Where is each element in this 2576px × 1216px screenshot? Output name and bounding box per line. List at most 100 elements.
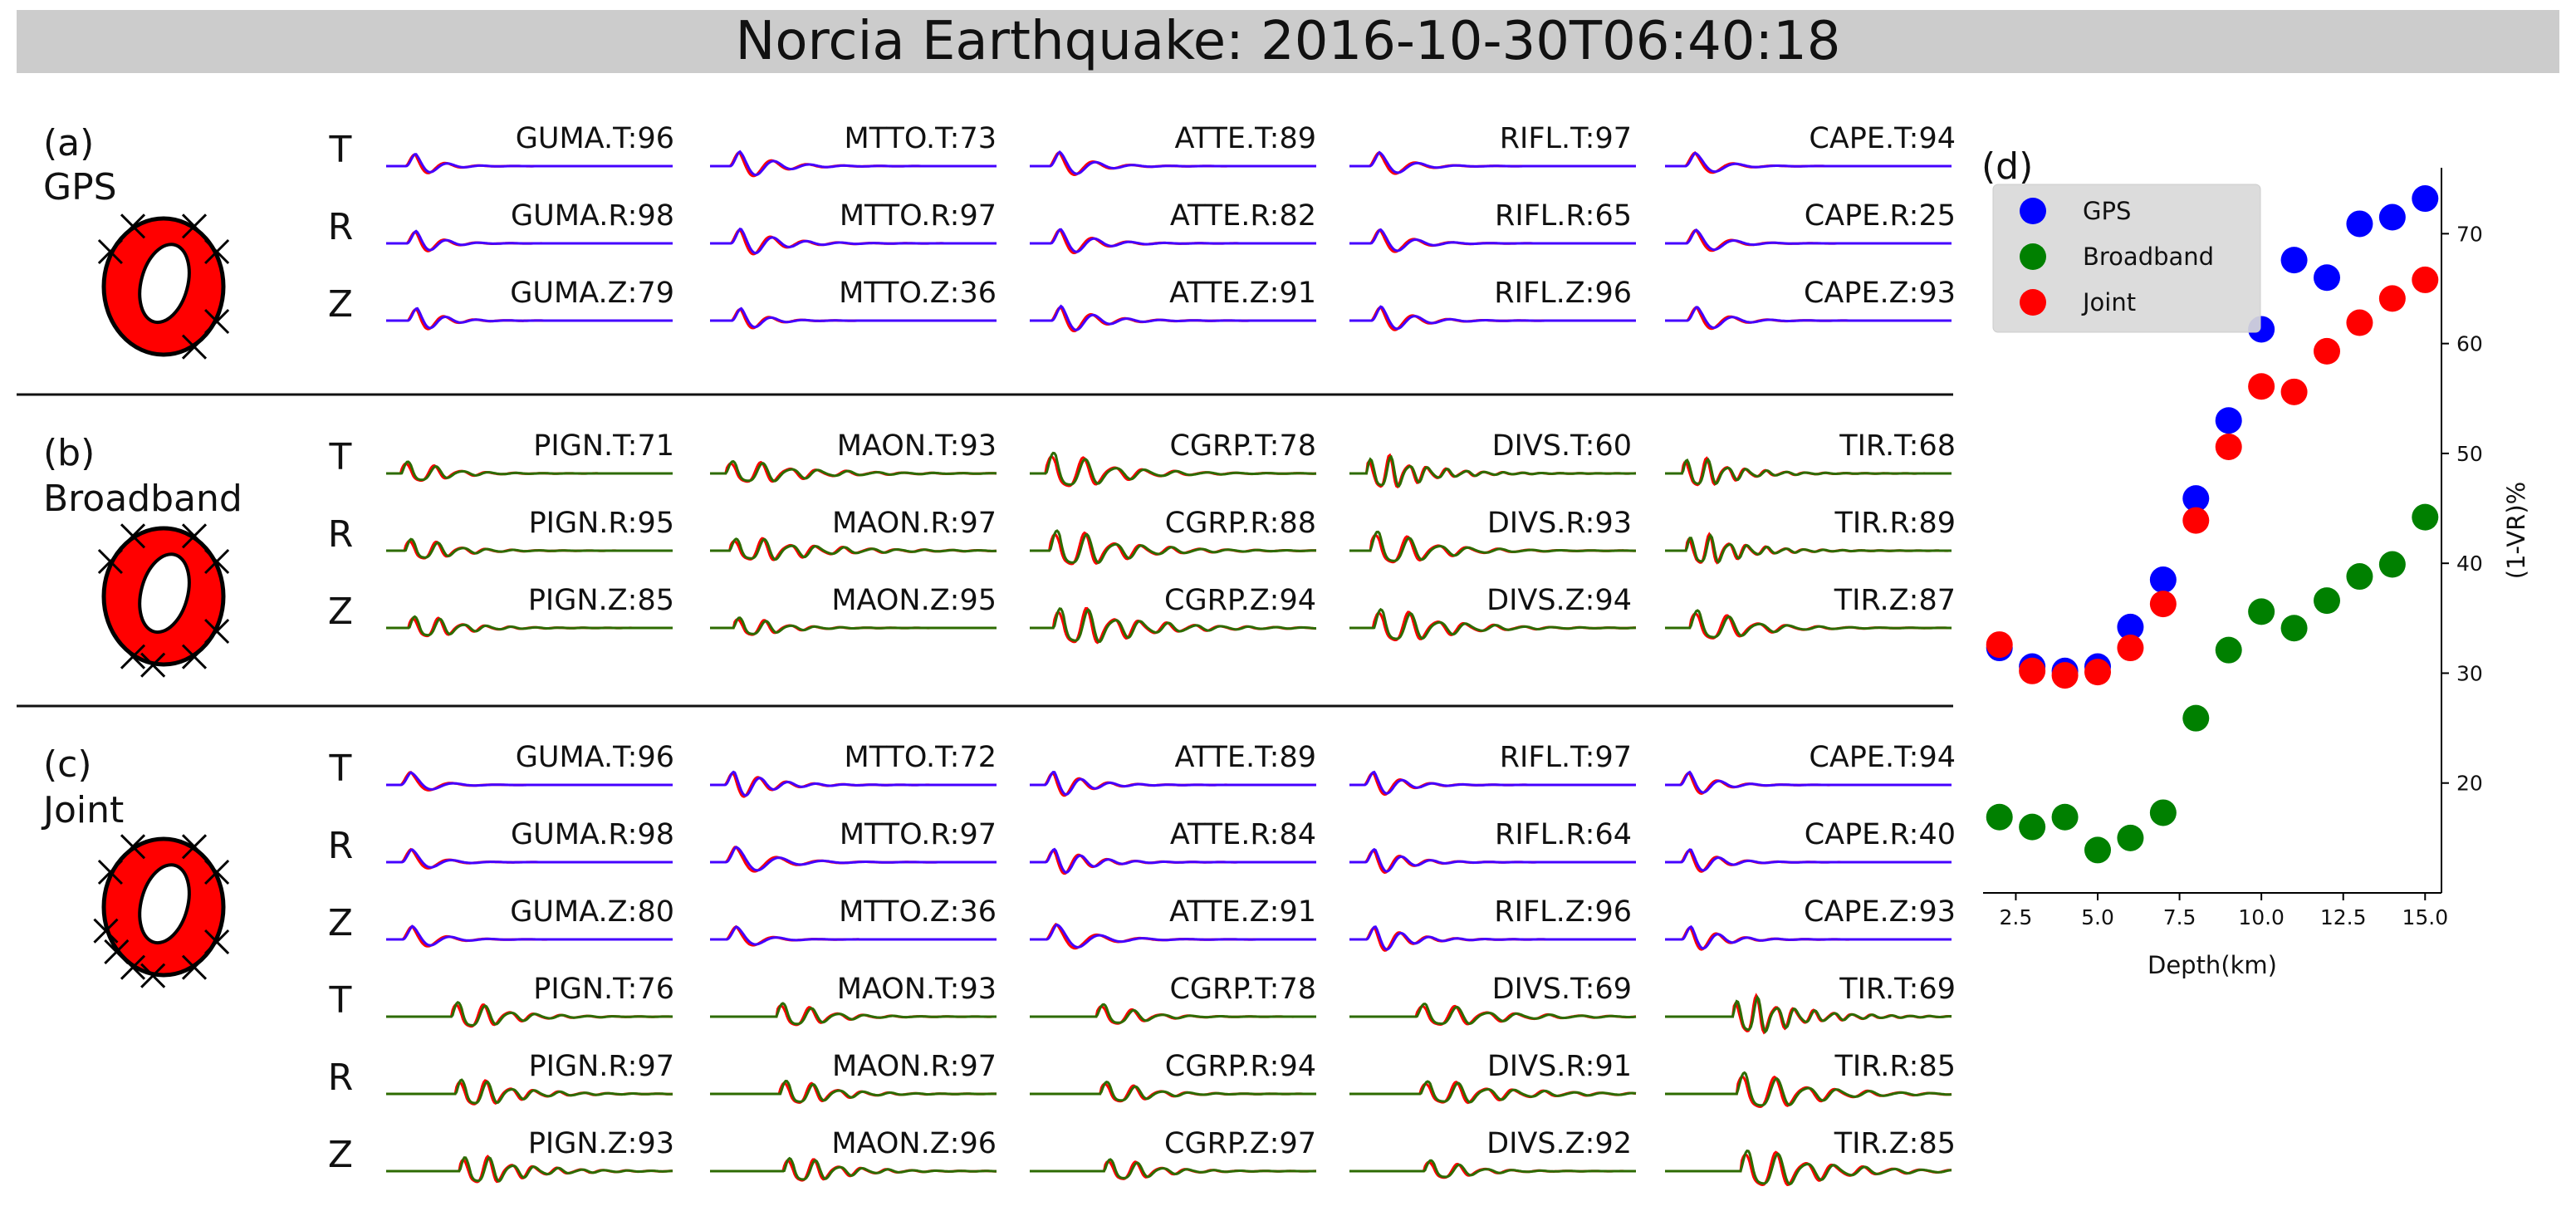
observed-waveform [1665, 306, 1952, 329]
station-fit-label: TIR.R:85 [1834, 1050, 1956, 1083]
station-fit-label: MTTO.Z:36 [839, 277, 997, 310]
observed-waveform [1030, 529, 1316, 565]
station-fit-label: DIVS.T:60 [1492, 429, 1632, 463]
observed-waveform [386, 537, 673, 559]
beachball-nodal-plane [138, 552, 191, 635]
observed-waveform [386, 1156, 673, 1183]
observed-waveform [1349, 770, 1636, 795]
data-point-broadband [2084, 836, 2111, 864]
station-fit-label: RIFL.R:64 [1495, 818, 1632, 851]
observed-waveform [386, 615, 673, 637]
observed-waveform [1349, 847, 1636, 873]
observed-waveform [386, 771, 673, 791]
observed-waveform [1665, 457, 1952, 486]
chart-legend: GPS Broadband Joint [1992, 184, 2261, 333]
station-fit-label: PIGN.Z:85 [528, 584, 674, 617]
data-point-joint [1986, 631, 2013, 659]
station-fit-label: CAPE.R:25 [1805, 199, 1956, 233]
station-cross-icon [204, 308, 230, 335]
station-fit-label: MTTO.R:97 [840, 199, 997, 233]
station-fit-label: MAON.R:97 [832, 507, 997, 540]
component-label: R [328, 1057, 354, 1099]
station-fit-label: MTTO.R:97 [840, 818, 997, 851]
station-fit-label: DIVS.Z:92 [1486, 1127, 1632, 1160]
figure-title: Norcia Earthquake: 2016-10-30T06:40:18 [17, 10, 2559, 73]
legend-label: GPS [2083, 197, 2131, 225]
data-point-joint [2346, 309, 2373, 336]
station-fit-label: GUMA.T:96 [516, 741, 674, 774]
observed-waveform [386, 229, 673, 252]
y-axis-label: (1-VR)% [2502, 482, 2530, 579]
station-fit-label: ATTE.T:89 [1175, 122, 1316, 155]
panel-label: (b) [43, 432, 95, 474]
station-cross-icon [181, 213, 208, 239]
observed-waveform [1665, 228, 1952, 252]
data-point-gps [2215, 407, 2242, 434]
station-cross-icon [204, 548, 230, 575]
x-axis-label: Depth(km) [2147, 951, 2277, 979]
synthetic-waveform [386, 153, 673, 174]
observed-waveform [1349, 228, 1636, 253]
station-fit-label: CAPE.T:94 [1809, 122, 1956, 155]
data-point-joint [2182, 507, 2210, 534]
station-fit-label: DIVS.Z:94 [1486, 584, 1632, 617]
observed-waveform [386, 460, 673, 482]
station-fit-label: TIR.Z:85 [1834, 1127, 1956, 1160]
station-fit-label: GUMA.T:96 [516, 122, 674, 155]
observed-waveform [710, 925, 997, 946]
station-fit-label: PIGN.R:97 [529, 1050, 674, 1083]
station-cross-icon [181, 644, 208, 669]
station-fit-label: CGRP.Z:94 [1164, 584, 1316, 617]
station-cross-icon [120, 644, 146, 669]
station-fit-label: RIFL.Z:96 [1494, 277, 1632, 310]
synthetic-waveform [710, 924, 997, 947]
x-tick-label: 12.5 [2320, 905, 2367, 929]
synthetic-waveform [386, 771, 673, 792]
component-label: T [329, 979, 352, 1022]
station-cross-icon [120, 523, 146, 549]
data-point-gps [2378, 203, 2406, 231]
observed-waveform [1030, 607, 1316, 644]
observed-waveform [1349, 305, 1636, 331]
data-point-broadband [2412, 503, 2439, 531]
legend-label: Joint [2081, 288, 2136, 316]
observed-waveform [1665, 1071, 1952, 1107]
observed-waveform [1665, 994, 1952, 1034]
observed-waveform [710, 227, 997, 255]
station-fit-label: MTTO.T:73 [845, 122, 997, 155]
data-point-joint [2117, 635, 2144, 662]
component-label: T [329, 436, 352, 478]
station-cross-icon [97, 859, 123, 885]
station-cross-icon [140, 963, 166, 988]
y-tick-label: 70 [2456, 222, 2483, 246]
data-point-broadband [2215, 636, 2242, 664]
observed-waveform [1030, 150, 1316, 175]
observed-waveform [1030, 228, 1316, 253]
station-fit-label: CGRP.Z:97 [1164, 1127, 1316, 1160]
station-fit-label: GUMA.Z:80 [510, 895, 674, 929]
station-cross-icon [181, 523, 208, 549]
synthetic-waveform [710, 1004, 997, 1027]
legend-label: Broadband [2083, 243, 2214, 271]
data-point-joint [2248, 373, 2275, 400]
chart-panel-label: (d) [1981, 145, 2033, 188]
observed-waveform [710, 770, 997, 797]
data-point-broadband [2182, 704, 2210, 732]
observed-waveform [1349, 530, 1636, 562]
beachball-nodal-plane [138, 243, 191, 325]
synthetic-waveform [386, 847, 673, 870]
station-fit-label: DIVS.T:69 [1492, 973, 1632, 1006]
station-cross-icon [181, 334, 208, 360]
station-fit-label: DIVS.R:93 [1487, 507, 1632, 540]
data-point-joint [2051, 662, 2079, 689]
legend-marker [2020, 198, 2046, 224]
data-point-broadband [2019, 813, 2046, 841]
station-fit-label: ATTE.Z:91 [1169, 277, 1316, 310]
station-fit-label: TIR.T:68 [1839, 429, 1956, 463]
observed-waveform [1030, 1158, 1317, 1179]
panel-name: GPS [43, 166, 117, 208]
data-point-broadband [2314, 587, 2340, 615]
data-point-broadband [1986, 803, 2013, 831]
data-point-joint [2084, 659, 2111, 686]
beachball-icon [97, 523, 230, 678]
